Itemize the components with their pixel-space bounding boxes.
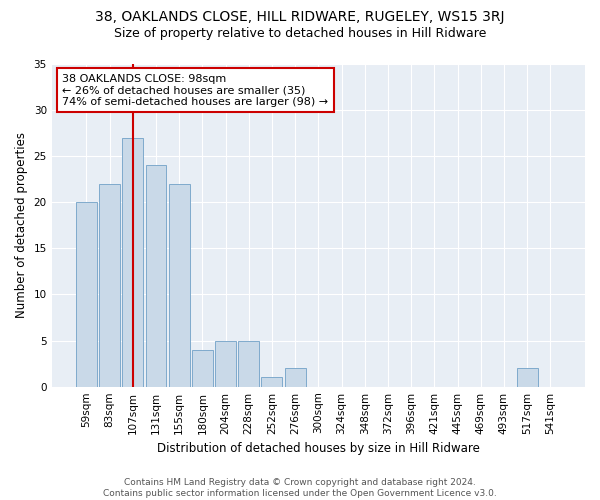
Bar (238, 340, 259, 386)
Bar (215, 340, 236, 386)
Text: 38, OAKLANDS CLOSE, HILL RIDWARE, RUGELEY, WS15 3RJ: 38, OAKLANDS CLOSE, HILL RIDWARE, RUGELE… (95, 10, 505, 24)
Text: 38 OAKLANDS CLOSE: 98sqm
← 26% of detached houses are smaller (35)
74% of semi-d: 38 OAKLANDS CLOSE: 98sqm ← 26% of detach… (62, 74, 328, 107)
Text: Contains HM Land Registry data © Crown copyright and database right 2024.
Contai: Contains HM Land Registry data © Crown c… (103, 478, 497, 498)
Bar (122, 138, 143, 386)
Bar (517, 368, 538, 386)
Bar (284, 368, 305, 386)
Bar (169, 184, 190, 386)
Bar (146, 166, 166, 386)
Bar (262, 378, 283, 386)
Bar (192, 350, 213, 387)
Y-axis label: Number of detached properties: Number of detached properties (15, 132, 28, 318)
Bar (99, 184, 120, 386)
Bar (76, 202, 97, 386)
Text: Size of property relative to detached houses in Hill Ridware: Size of property relative to detached ho… (114, 28, 486, 40)
X-axis label: Distribution of detached houses by size in Hill Ridware: Distribution of detached houses by size … (157, 442, 480, 455)
